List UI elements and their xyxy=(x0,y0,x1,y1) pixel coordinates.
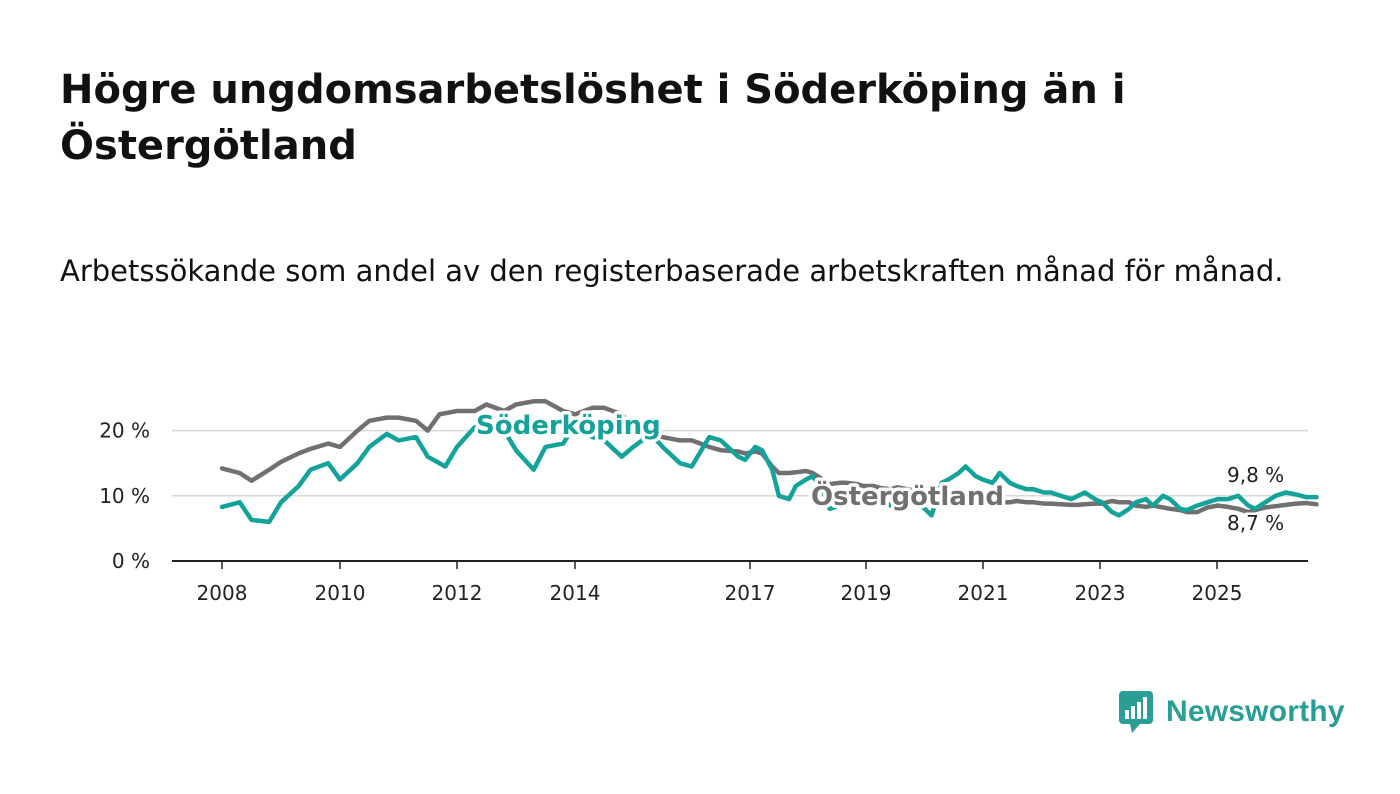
x-tick-label: 2012 xyxy=(432,581,483,605)
grid-layer xyxy=(172,429,1308,497)
y-tick-label: 0 % xyxy=(112,549,150,573)
x-tick-label: 2021 xyxy=(958,581,1009,605)
x-tick-label: 2023 xyxy=(1075,581,1126,605)
label-layer: Söderköping Östergötland 9,8 % 8,7 % xyxy=(473,408,1287,538)
x-tick-label: 2010 xyxy=(315,581,366,605)
series-layer xyxy=(219,399,1319,525)
y-tick-label: 10 % xyxy=(99,484,150,508)
x-tick-label: 2025 xyxy=(1192,581,1243,605)
x-tick-label: 2008 xyxy=(197,581,248,605)
series-label-ostergotland: Östergötland xyxy=(811,479,1004,512)
series-label-soderkoping: Söderköping xyxy=(476,411,661,441)
bar-chart-speech-bubble-icon xyxy=(1119,691,1153,733)
logo-text: Newsworthy xyxy=(1166,695,1345,728)
end-label-soderkoping: 9,8 % xyxy=(1227,463,1284,487)
x-tick-label: 2017 xyxy=(725,581,776,605)
x-tick-label: 2019 xyxy=(841,581,892,605)
chart-title: Högre ungdomsarbetslöshet i Söderköping … xyxy=(60,67,1126,169)
newsworthy-logo: Newsworthy xyxy=(1118,690,1345,734)
series-line-soderkoping xyxy=(219,421,1319,525)
end-label-ostergotland: 8,7 % xyxy=(1227,511,1284,535)
y-tick-label: 20 % xyxy=(99,419,150,443)
chart-subtitle: Arbetssökande som andel av den registerb… xyxy=(60,254,1284,288)
axis-layer: 0 % 10 % 20 % 2008 2010 2012 2014 2017 2019 2021 2… xyxy=(99,419,1308,605)
x-tick-label: 2014 xyxy=(550,581,601,605)
